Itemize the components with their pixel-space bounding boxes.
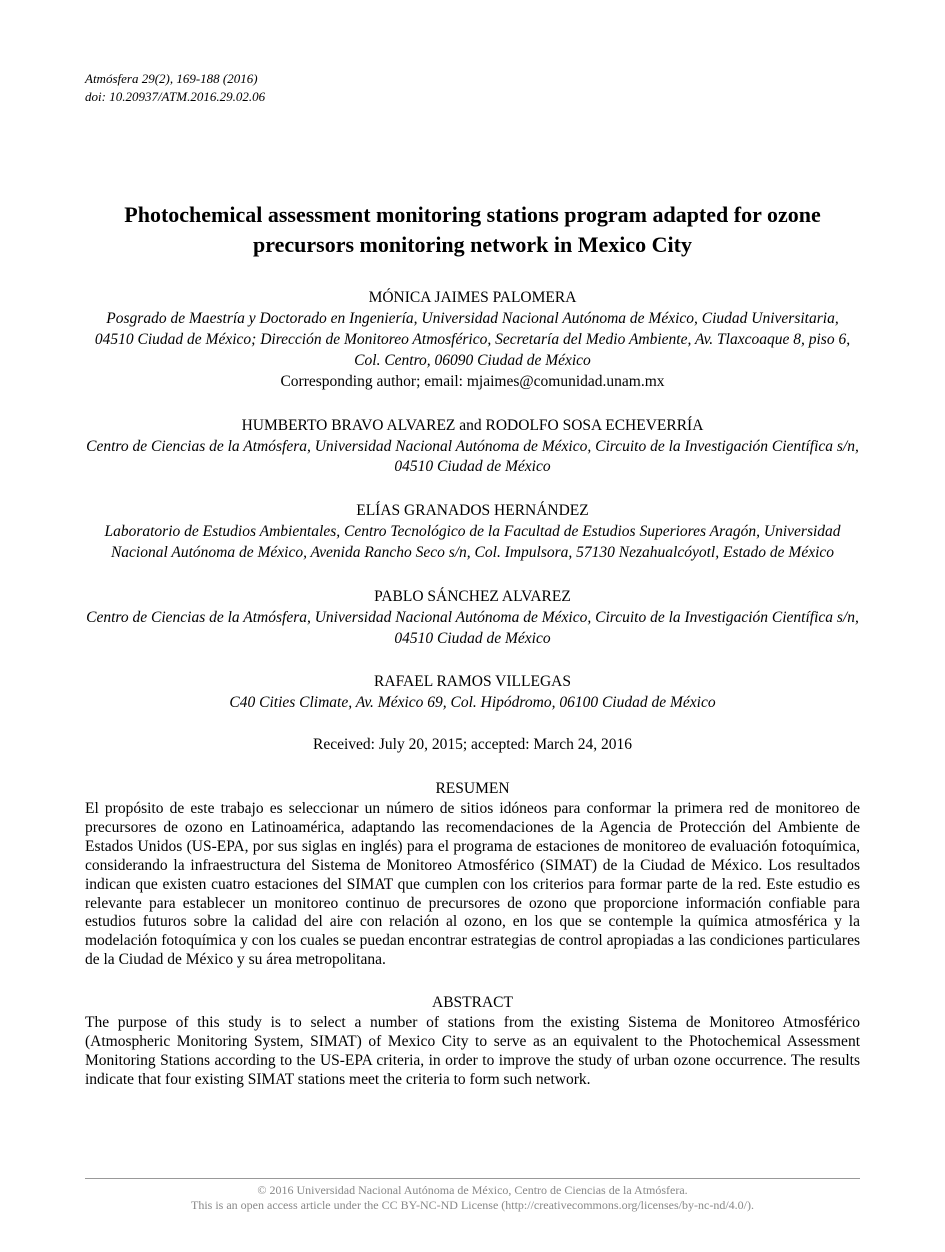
resumen-heading: RESUMEN	[85, 780, 860, 798]
author-affiliation: Centro de Ciencias de la Atmósfera, Univ…	[85, 437, 860, 479]
author-block-5: RAFAEL RAMOS VILLEGAS C40 Cities Climate…	[85, 671, 860, 714]
corresponding-author: Corresponding author; email: mjaimes@com…	[85, 372, 860, 393]
author-block-4: PABLO SÁNCHEZ ALVAREZ Centro de Ciencias…	[85, 586, 860, 650]
author-affiliation: Laboratorio de Estudios Ambientales, Cen…	[85, 522, 860, 564]
author-affiliation: Centro de Ciencias de la Atmósfera, Univ…	[85, 608, 860, 650]
author-name: MÓNICA JAIMES PALOMERA	[85, 287, 860, 309]
paper-title: Photochemical assessment monitoring stat…	[85, 200, 860, 259]
author-block-1: MÓNICA JAIMES PALOMERA Posgrado de Maest…	[85, 287, 860, 392]
abstract-heading: ABSTRACT	[85, 994, 860, 1012]
license-line: This is an open access article under the…	[85, 1198, 860, 1214]
author-block-3: ELÍAS GRANADOS HERNÁNDEZ Laboratorio de …	[85, 500, 860, 564]
abstract-text: The purpose of this study is to select a…	[85, 1014, 860, 1090]
resumen-text: El propósito de este trabajo es seleccio…	[85, 800, 860, 970]
page-footer: © 2016 Universidad Nacional Autónoma de …	[85, 1178, 860, 1214]
author-affiliation: Posgrado de Maestría y Doctorado en Inge…	[85, 309, 860, 372]
author-name: RAFAEL RAMOS VILLEGAS	[85, 671, 860, 693]
journal-citation: Atmósfera 29(2), 169-188 (2016)	[85, 70, 860, 88]
author-name: ELÍAS GRANADOS HERNÁNDEZ	[85, 500, 860, 522]
author-block-2: HUMBERTO BRAVO ALVAREZ and RODOLFO SOSA …	[85, 415, 860, 479]
copyright-line: © 2016 Universidad Nacional Autónoma de …	[85, 1183, 860, 1199]
journal-header: Atmósfera 29(2), 169-188 (2016) doi: 10.…	[85, 70, 860, 105]
author-name: HUMBERTO BRAVO ALVAREZ and RODOLFO SOSA …	[85, 415, 860, 437]
author-name: PABLO SÁNCHEZ ALVAREZ	[85, 586, 860, 608]
submission-dates: Received: July 20, 2015; accepted: March…	[85, 736, 860, 754]
journal-doi: doi: 10.20937/ATM.2016.29.02.06	[85, 88, 860, 106]
author-affiliation: C40 Cities Climate, Av. México 69, Col. …	[85, 693, 860, 714]
